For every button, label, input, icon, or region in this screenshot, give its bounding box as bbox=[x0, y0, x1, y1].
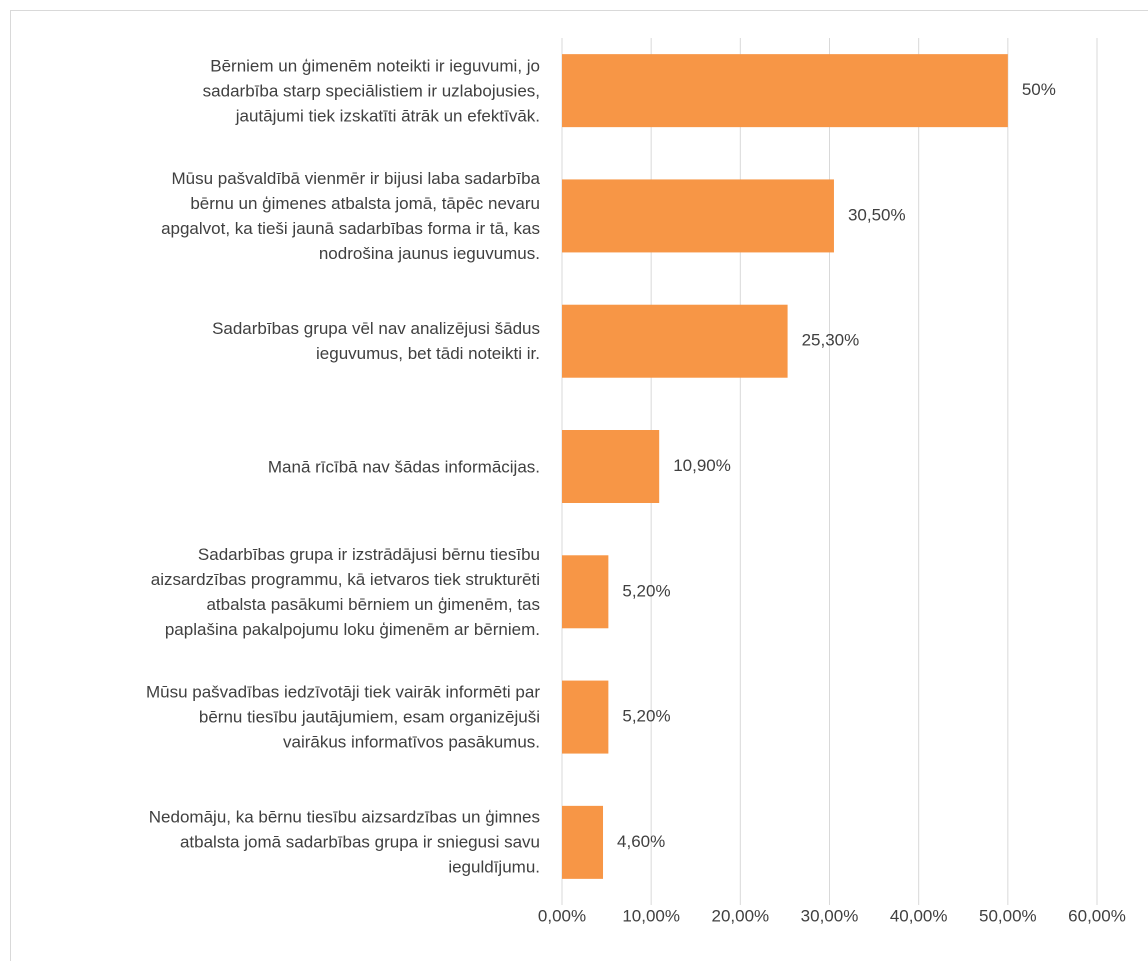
bar bbox=[562, 805, 604, 879]
category-label: Sadarbības grupa ir izstrādājusi bērnu t… bbox=[150, 544, 540, 639]
category-label: Manā rīcībā nav šādas informācijas. bbox=[267, 457, 540, 476]
category-label: Mūsu pašvadības iedzīvotāji tiek vairāk … bbox=[145, 682, 540, 752]
x-tick-label: 0,00% bbox=[538, 906, 586, 925]
data-label: 25,30% bbox=[802, 331, 860, 350]
x-tick-label: 50,00% bbox=[979, 906, 1037, 925]
category-label: Mūsu pašvaldībā vienmēr ir bijusi laba s… bbox=[161, 168, 540, 263]
category-label: Nedomāju, ka bērnu tiesību aizsardzības … bbox=[148, 807, 540, 877]
bar bbox=[562, 179, 834, 253]
bar bbox=[562, 680, 609, 754]
x-tick-label: 30,00% bbox=[801, 906, 859, 925]
data-label: 4,60% bbox=[617, 832, 665, 851]
chart-frame bbox=[10, 10, 1148, 961]
data-label: 50% bbox=[1022, 80, 1056, 99]
x-tick-label: 10,00% bbox=[622, 906, 680, 925]
x-tick-label: 60,00% bbox=[1068, 906, 1126, 925]
category-label: Bērniem un ģimenēm noteikti ir ieguvumi,… bbox=[202, 56, 540, 126]
x-tick-label: 40,00% bbox=[890, 906, 948, 925]
bar bbox=[562, 430, 660, 503]
data-label: 5,20% bbox=[622, 581, 670, 600]
bar bbox=[562, 54, 1008, 128]
data-label: 30,50% bbox=[848, 205, 906, 224]
data-label: 5,20% bbox=[622, 707, 670, 726]
x-tick-label: 20,00% bbox=[711, 906, 769, 925]
category-label: Sadarbības grupa vēl nav analizējusi šād… bbox=[212, 319, 540, 364]
data-label: 10,90% bbox=[673, 456, 731, 475]
bar bbox=[562, 555, 609, 629]
bar bbox=[562, 304, 788, 378]
